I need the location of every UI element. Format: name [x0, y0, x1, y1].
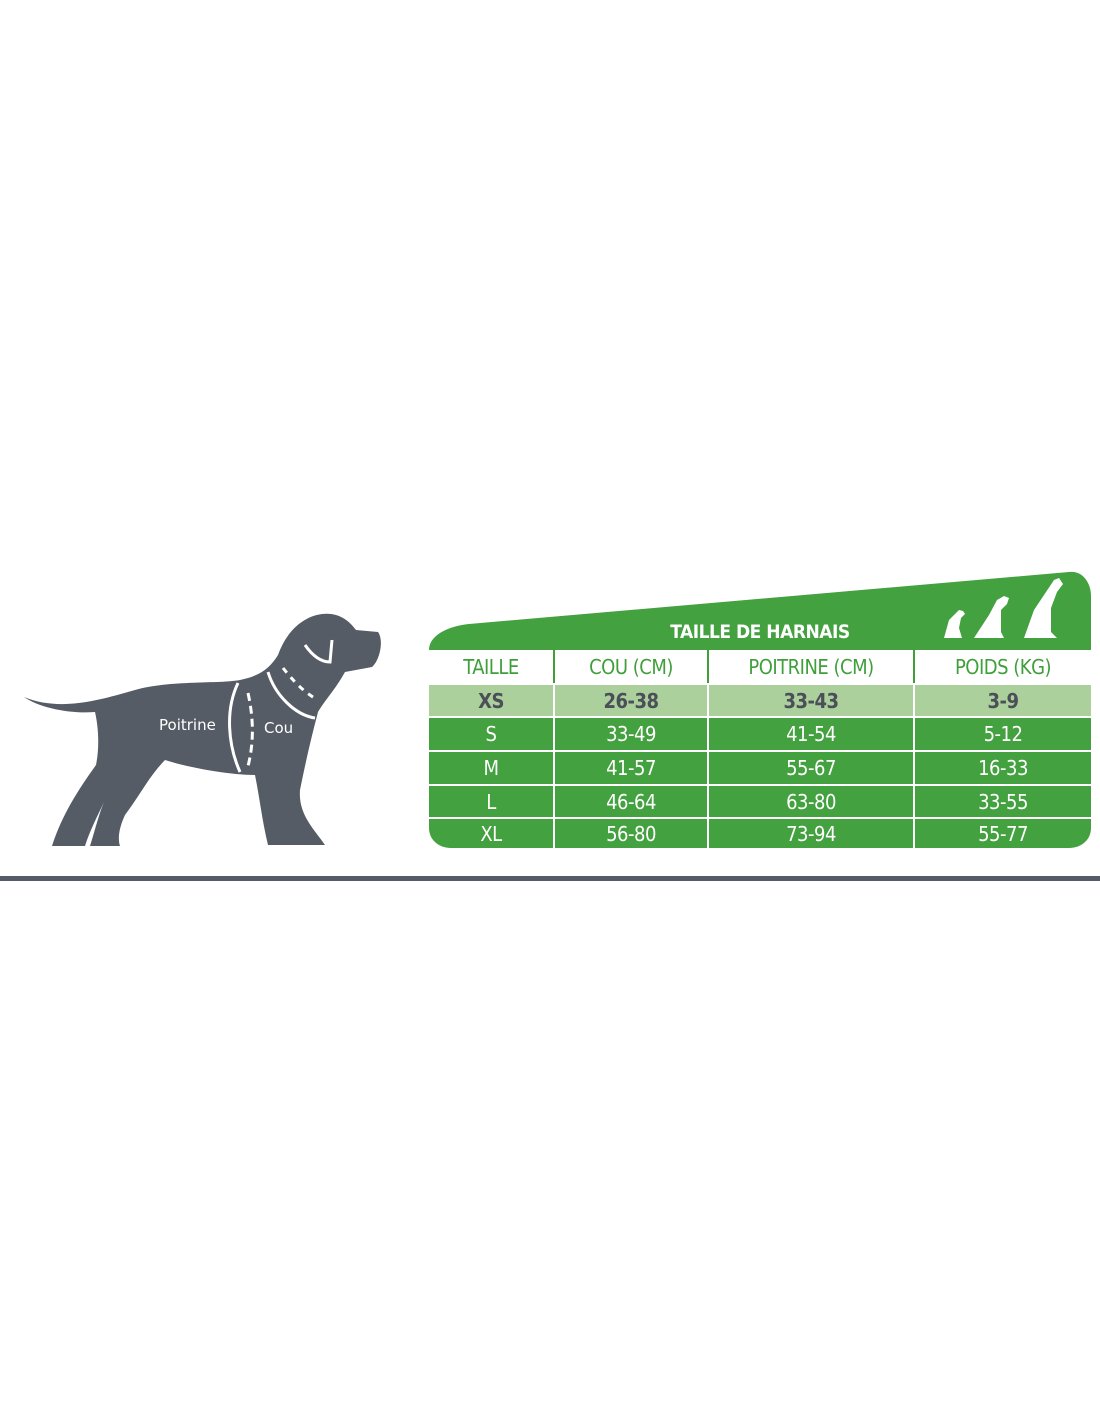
table-cell: XS: [429, 683, 553, 716]
chest-measure-dashed: [245, 692, 254, 771]
table-cell: 41-57: [553, 750, 707, 784]
body-background: [429, 683, 1091, 848]
table-row: XS 26-38 33-43 3-9: [429, 683, 1091, 716]
cou-label: Cou: [264, 719, 293, 737]
table-row: L 46-64 63-80 33-55: [429, 784, 1091, 817]
harness-size-chart: TAILLE DE HARNAIS TAILLE COU (CM) POITRI…: [429, 570, 1091, 850]
table-cell: 56-80: [553, 817, 707, 848]
column-header: POITRINE (CM): [707, 650, 913, 683]
column-header: POIDS (KG): [913, 650, 1091, 683]
column-header: COU (CM): [553, 650, 707, 683]
table-cell: 73-94: [707, 817, 913, 848]
table-row: XL 56-80 73-94 55-77: [429, 817, 1091, 848]
header-band: [429, 571, 1091, 650]
three-dogs-sizes-icon: [944, 578, 1063, 638]
table-cell: 55-67: [707, 750, 913, 784]
ear-outline: [303, 639, 334, 664]
dog-body: [24, 613, 381, 846]
table-cell: 63-80: [707, 784, 913, 817]
column-header: TAILLE: [429, 650, 553, 683]
table-cell: 26-38: [553, 683, 707, 716]
table-row: S 33-49 41-54 5-12: [429, 716, 1091, 750]
table-cell: L: [429, 784, 553, 817]
chest-measure-line: [228, 682, 242, 773]
poitrine-label: Poitrine: [159, 716, 216, 734]
dog-silhouette-illustration: Poitrine Cou: [24, 613, 381, 846]
table-cell: 55-77: [913, 817, 1091, 848]
table-cell: 5-12: [913, 716, 1091, 750]
chart-title: TAILLE DE HARNAIS: [670, 621, 850, 643]
table-cell: XL: [429, 817, 553, 848]
table-cell: 33-49: [553, 716, 707, 750]
table-cell: 46-64: [553, 784, 707, 817]
header-row: TAILLE COU (CM) POITRINE (CM) POIDS (KG): [429, 650, 1091, 683]
baseline-divider: [0, 876, 1100, 881]
table-cell: 3-9: [913, 683, 1091, 716]
table-cell: 16-33: [913, 750, 1091, 784]
table-cell: M: [429, 750, 553, 784]
neck-measure-line: [266, 671, 316, 720]
table-cell: 41-54: [707, 716, 913, 750]
neck-measure-dashed: [281, 667, 319, 702]
table-row: M 41-57 55-67 16-33: [429, 750, 1091, 784]
table-cell: 33-43: [707, 683, 913, 716]
table-cell: 33-55: [913, 784, 1091, 817]
chart-background: [429, 571, 1091, 848]
table-cell: S: [429, 716, 553, 750]
